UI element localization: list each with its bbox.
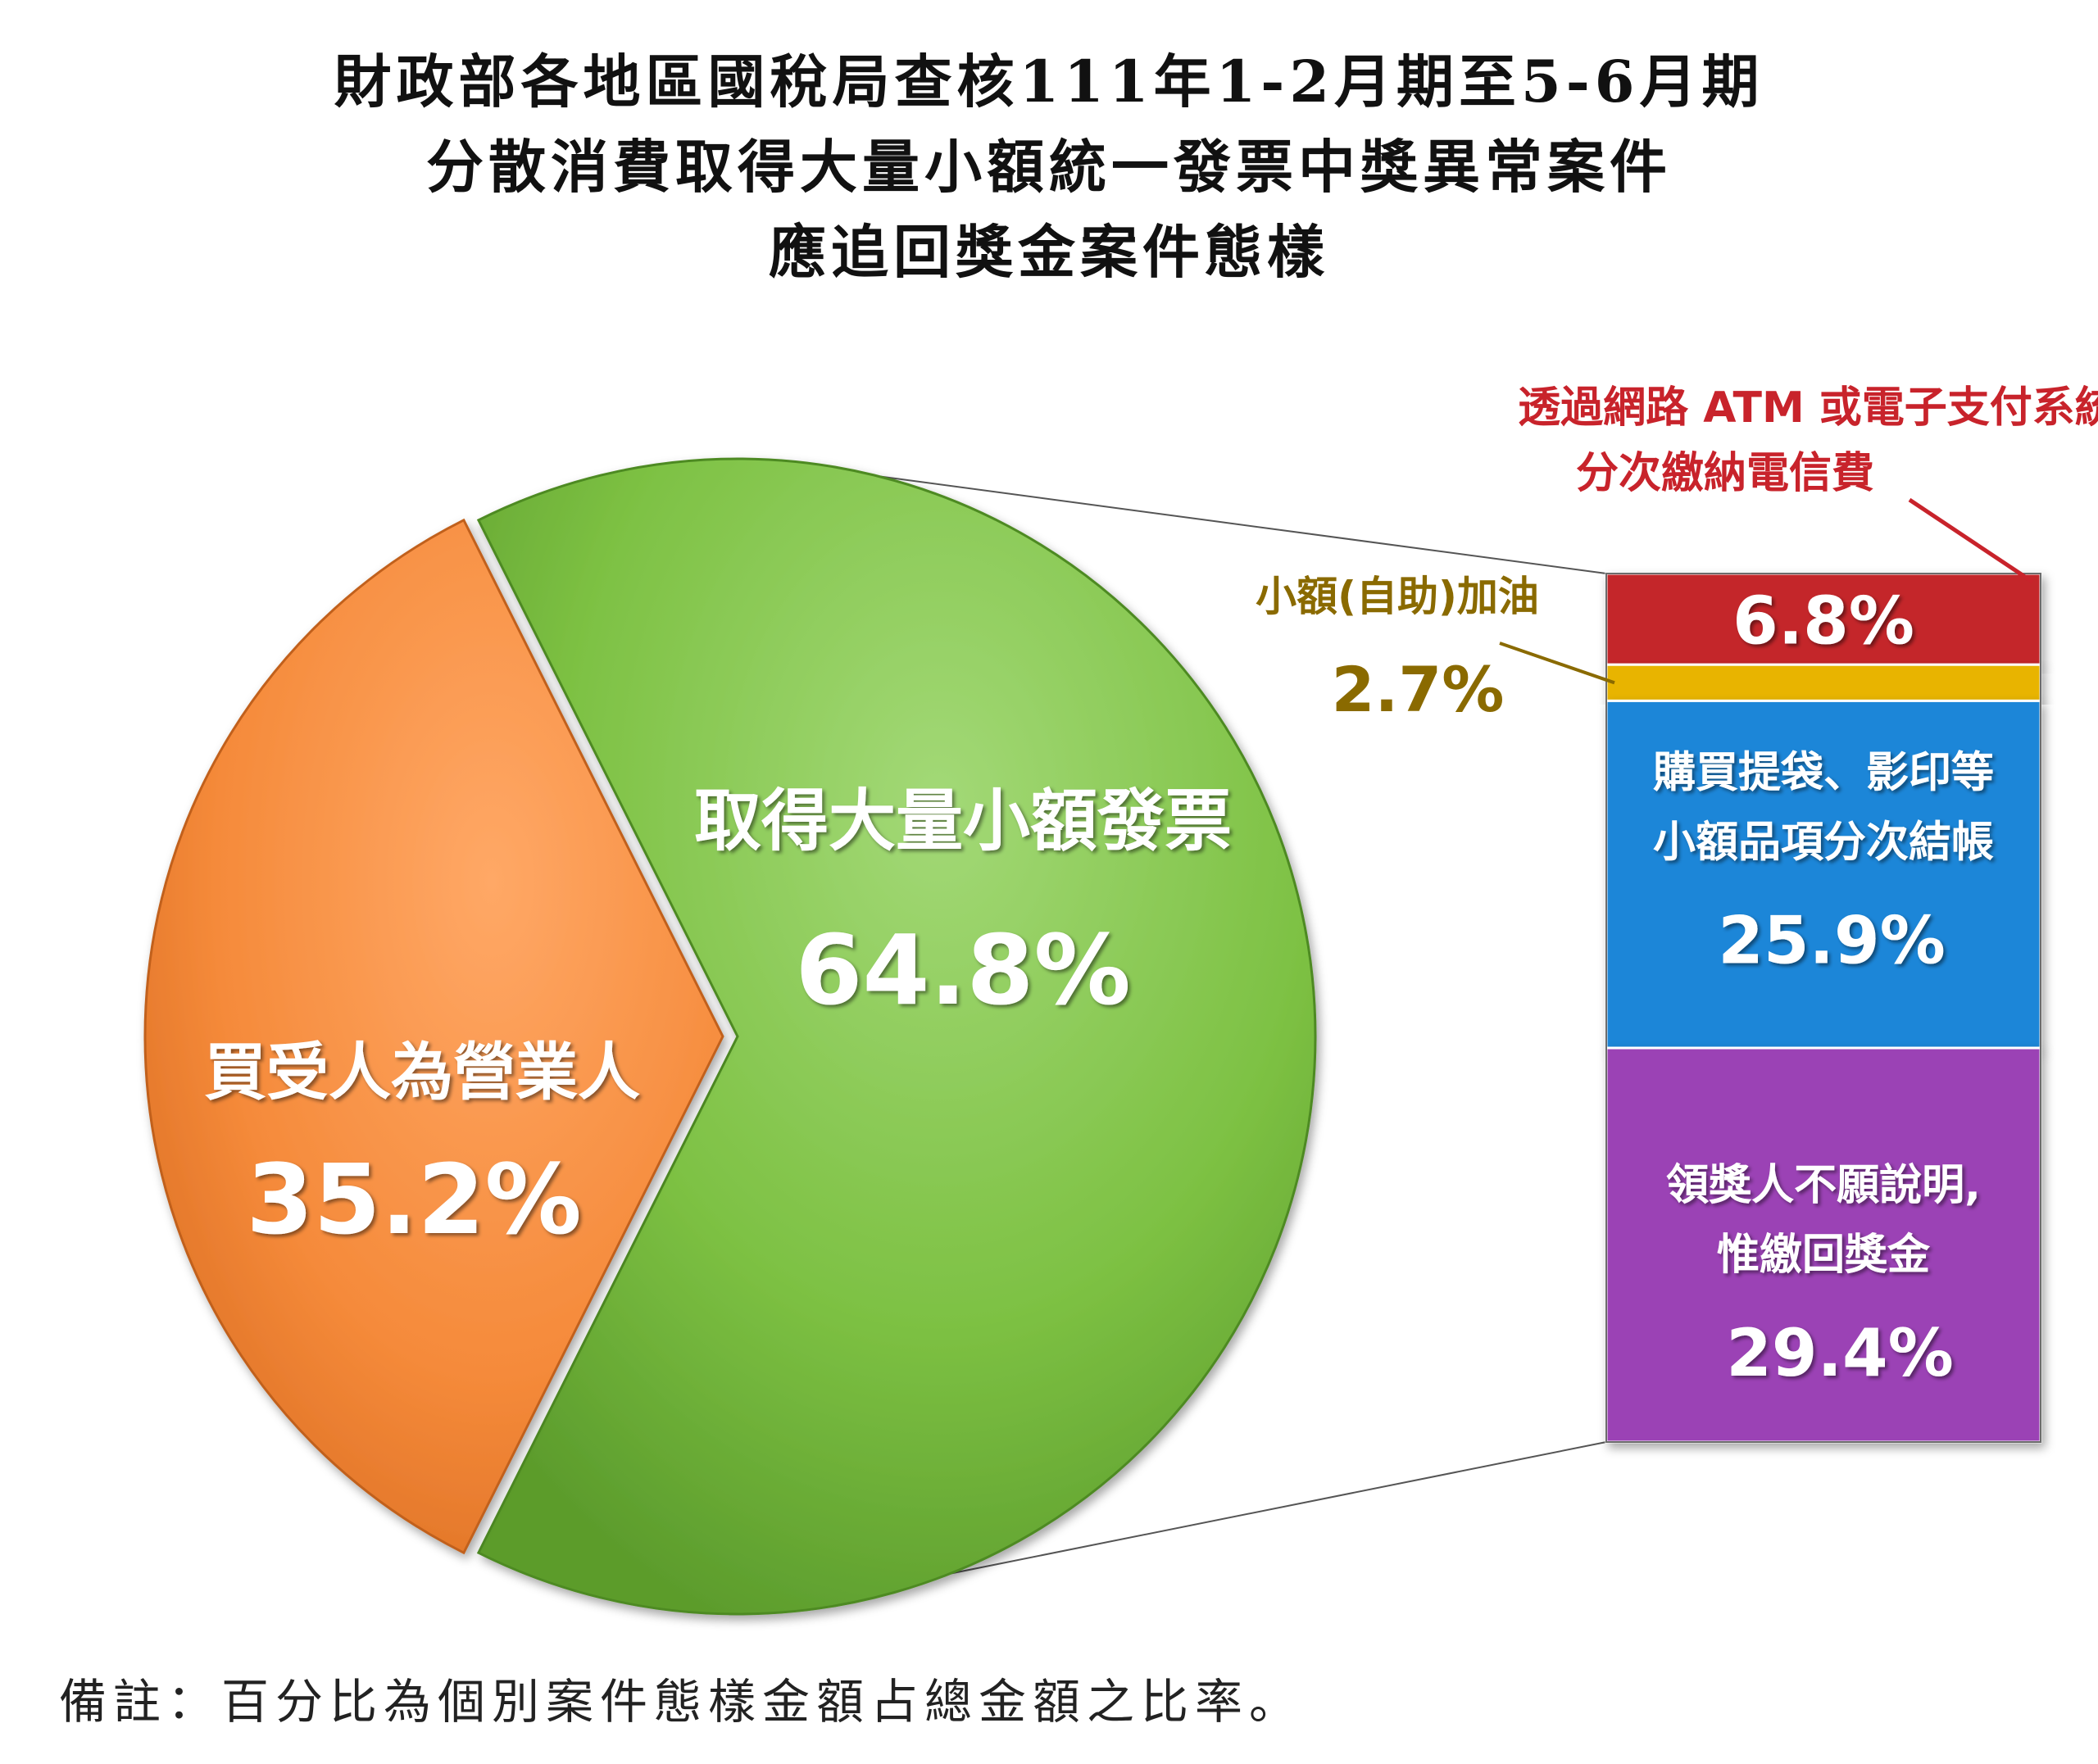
title-line-1: 財政部各地區國稅局查核111年1-2月期至5-6月期 [334,48,1764,116]
pie-value-green: 64.8% [795,914,1130,1027]
bar-segment-2 [1605,663,2042,702]
bar-label-3-line-2: 小額品項分次結帳 [1653,818,1994,867]
bar-label-3-line-1: 購買提袋、影印等 [1653,748,1994,797]
bar-value-4: 29.4% [1726,1315,1954,1391]
data-labels: 取得大量小額發票 64.8% 買受人為營業人 35.2% 透過網路 ATM 或電子支付系… [204,383,2098,1391]
title-line-2: 分散消費取得大量小額統一發票中獎異常案件 [426,133,1672,201]
bar-label-1-line-1: 透過網路 ATM 或電子支付系統 [1518,383,2098,433]
bar-value-2: 2.7% [1332,653,1505,726]
stacked-bar [1605,572,2042,1444]
bar-leader-1 [1908,497,2034,584]
pie-label-orange: 買受人為營業人 [204,1036,640,1109]
bar-label-2: 小額(自助)加油 [1256,573,1539,620]
pie-value-orange: 35.2% [246,1143,581,1256]
pie-slice-green [476,457,1317,1616]
bar-label-4-line-1: 領獎人不願說明, [1666,1161,1981,1210]
pie [143,457,1317,1616]
connector-top [748,458,1607,574]
pie-label-green: 取得大量小額發票 [694,782,1232,860]
bar-label-1-line-2: 分次繳納電信費 [1576,449,1874,498]
footnote: 備註：百分比為個別案件態樣金額占總金額之比率。 [59,1674,1304,1730]
bar-label-4-line-2: 惟繳回獎金 [1717,1231,1931,1280]
chart-title: 財政部各地區國稅局查核111年1-2月期至5-6月期 分散消費取得大量小額統一發… [0,39,2098,295]
pie-slice-orange [143,518,724,1555]
bar-leader-2 [1499,642,1615,685]
bar-value-3: 25.9% [1718,902,1946,978]
bar-segment-3 [1605,699,2042,1050]
bar-segment-4 [1605,1046,2042,1444]
title-line-3: 應追回獎金案件態樣 [769,218,1329,286]
bar-frame [1605,573,2041,1443]
bar-value-1: 6.8% [1732,583,1914,660]
